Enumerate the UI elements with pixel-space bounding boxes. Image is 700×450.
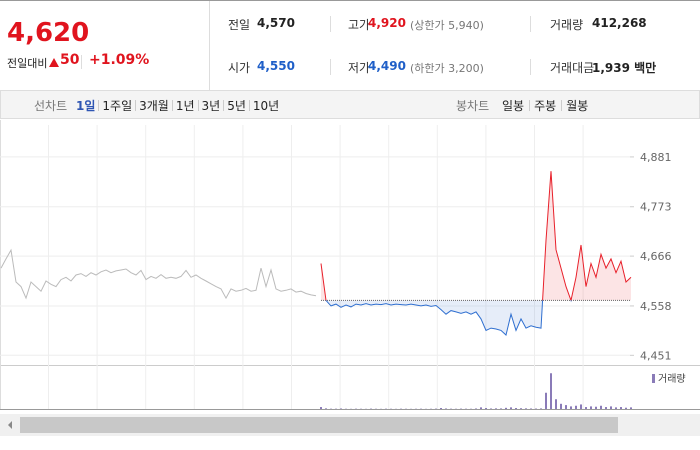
up-arrow bbox=[49, 58, 59, 67]
period-tab[interactable]: 3년 bbox=[201, 99, 221, 113]
stat-label: 저가 bbox=[348, 61, 371, 75]
volume-bar bbox=[575, 405, 577, 409]
stat-label: 거래대금 bbox=[550, 61, 595, 75]
volume-bar bbox=[605, 407, 607, 409]
change-label: 전일대비 bbox=[7, 57, 48, 70]
prev-line bbox=[0, 248, 317, 300]
stat-value: 4,920 bbox=[368, 16, 406, 30]
tab-label: 봉차트 bbox=[456, 99, 490, 113]
y-tick-label: 4,666 bbox=[640, 250, 672, 263]
candle-tab[interactable]: 일봉 bbox=[502, 99, 525, 113]
volume-bar bbox=[485, 408, 487, 409]
area-down bbox=[321, 300, 631, 335]
volume-bar bbox=[515, 408, 517, 409]
period-tab[interactable]: 10년 bbox=[252, 99, 280, 113]
volume-bar bbox=[560, 403, 562, 409]
volume-bar bbox=[615, 407, 617, 409]
legend-label: 거래량 bbox=[658, 373, 686, 385]
volume-bar bbox=[630, 407, 632, 409]
stat-note: (하한가 3,200) bbox=[409, 62, 484, 75]
volume-bar bbox=[505, 407, 507, 409]
candle-tab[interactable]: 주봉 bbox=[534, 99, 557, 113]
stat-value: 1,939 백만 bbox=[592, 61, 657, 75]
stat-value: 4,550 bbox=[257, 59, 295, 73]
tab-sep bbox=[171, 100, 173, 111]
tab-sep bbox=[98, 100, 100, 111]
scroll-left[interactable] bbox=[8, 421, 12, 429]
line-down bbox=[325, 300, 572, 336]
legend-swatch bbox=[652, 374, 655, 383]
stat-note: (상한가 5,940) bbox=[409, 19, 484, 32]
y-tick-label: 4,558 bbox=[640, 300, 672, 313]
volume-bar bbox=[325, 408, 327, 409]
scrollbar-thumb[interactable] bbox=[20, 417, 618, 433]
tab-sep bbox=[135, 100, 137, 111]
period-tab[interactable]: 1일 bbox=[76, 99, 96, 113]
line-up bbox=[320, 171, 632, 301]
volume-bar bbox=[545, 392, 547, 409]
stat-label: 고가 bbox=[348, 18, 371, 32]
change: 50 bbox=[60, 52, 80, 68]
volume-bar bbox=[510, 407, 512, 409]
tab-sep bbox=[248, 100, 250, 111]
volume-bar bbox=[320, 407, 322, 409]
y-tick-label: 4,881 bbox=[640, 151, 672, 164]
volume-bar bbox=[595, 406, 597, 409]
volume-bar bbox=[445, 408, 447, 409]
volume-bar bbox=[585, 407, 587, 409]
volume-bar bbox=[555, 399, 557, 409]
price: 4,620 bbox=[7, 18, 90, 48]
volume-bar bbox=[565, 405, 567, 409]
volume-bar bbox=[620, 407, 622, 409]
volume-bar bbox=[440, 408, 442, 409]
period-tab[interactable]: 1년 bbox=[175, 99, 195, 113]
volume-bar bbox=[475, 408, 477, 409]
volume-bar bbox=[495, 408, 497, 409]
volume-bar bbox=[530, 408, 532, 409]
period-tab[interactable]: 1주일 bbox=[102, 99, 133, 113]
y-tick-label: 4,451 bbox=[640, 349, 672, 362]
tab-label: 선차트 bbox=[34, 99, 68, 113]
volume-bar bbox=[540, 408, 542, 409]
volume-bar bbox=[490, 408, 492, 409]
volume-bar bbox=[340, 408, 342, 409]
period-tab[interactable]: 5년 bbox=[227, 99, 246, 113]
volume-bar bbox=[570, 406, 572, 409]
stat-value: 4,490 bbox=[368, 59, 406, 73]
tab-sep bbox=[561, 100, 563, 111]
area-up bbox=[321, 171, 631, 301]
volume-bar bbox=[580, 404, 582, 409]
volume-bar bbox=[525, 408, 527, 409]
volume-bar bbox=[590, 406, 592, 409]
volume-bar bbox=[550, 373, 552, 409]
tab-sep bbox=[197, 100, 199, 111]
volume-bar bbox=[500, 408, 502, 409]
volume-bar bbox=[520, 408, 522, 409]
stat-label: 시가 bbox=[228, 61, 251, 75]
tab-sep bbox=[529, 100, 531, 111]
stat-label: 전일 bbox=[228, 18, 251, 32]
tab-bar bbox=[0, 90, 700, 119]
volume-bar bbox=[600, 405, 602, 409]
period-tab[interactable]: 3개월 bbox=[139, 99, 169, 113]
y-tick-label: 4,773 bbox=[640, 201, 672, 214]
candle-tab[interactable]: 월봉 bbox=[566, 99, 589, 113]
volume-bar bbox=[625, 407, 627, 409]
change-pct: +1.09% bbox=[89, 52, 150, 68]
stat-label: 거래량 bbox=[550, 18, 584, 32]
stat-value: 412,268 bbox=[592, 16, 647, 30]
volume-bar bbox=[480, 407, 482, 409]
header-bg bbox=[0, 0, 700, 90]
volume-bar bbox=[610, 406, 612, 409]
tab-sep bbox=[223, 100, 225, 111]
stat-value: 4,570 bbox=[257, 16, 295, 30]
